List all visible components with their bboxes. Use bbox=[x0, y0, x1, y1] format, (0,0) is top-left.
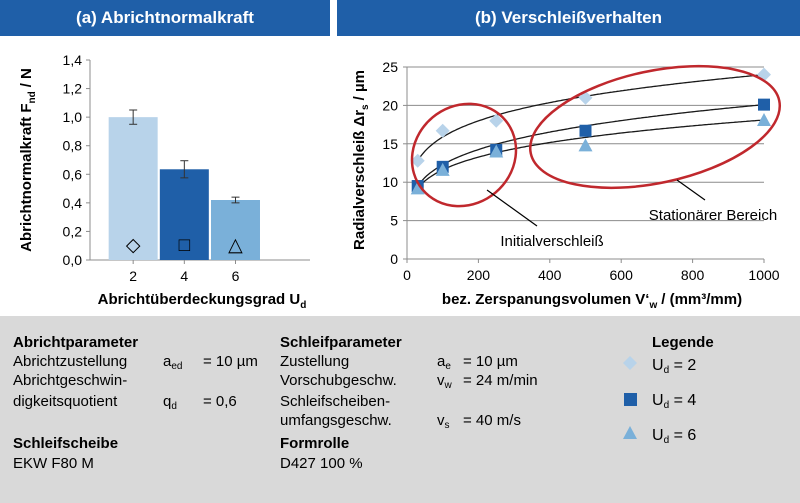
legend-heading: Legende bbox=[652, 334, 714, 351]
bar bbox=[210, 200, 260, 260]
x-tick-label: 200 bbox=[467, 267, 491, 283]
y-tick-label: 20 bbox=[382, 97, 398, 113]
abricht-row1-value: = 10 µm bbox=[203, 353, 258, 370]
y-tick-label: 0,4 bbox=[63, 195, 83, 211]
legend-item-1: Ud = 2 bbox=[652, 357, 697, 376]
legend-diamond-icon bbox=[623, 356, 637, 370]
initial-label-leader bbox=[486, 189, 538, 227]
x-axis-label: bez. Zerspanungsvolumen V‘w / (mm³/mm) bbox=[442, 291, 742, 311]
schleif-row3-label: Schleifscheiben- bbox=[280, 393, 391, 410]
bar bbox=[108, 117, 158, 261]
y-tick-label: 1,2 bbox=[63, 81, 83, 97]
x-tick-label: 0 bbox=[403, 267, 411, 283]
bar-marker-icon: ◇ bbox=[126, 235, 141, 256]
data-point-square bbox=[579, 124, 592, 137]
y-tick-label: 0,0 bbox=[63, 252, 83, 268]
chart-a-title: (a) Abrichtnormalkraft bbox=[0, 0, 330, 36]
abricht-row3-symbol: qd bbox=[163, 393, 177, 412]
y-tick-label: 5 bbox=[390, 213, 398, 229]
y-tick-label: 10 bbox=[382, 174, 398, 190]
schleifscheibe-heading: Schleifscheibe bbox=[13, 435, 119, 452]
y-axis-label: Abrichtnormalkraft Fnd/ N bbox=[18, 68, 38, 252]
y-tick-label: 1,0 bbox=[63, 109, 83, 125]
bar-marker-icon: △ bbox=[228, 235, 243, 256]
x-tick-label: 2 bbox=[129, 268, 137, 284]
data-point-diamond bbox=[410, 153, 425, 168]
x-tick-label: 600 bbox=[610, 267, 634, 283]
abricht-row1-symbol: aed bbox=[163, 353, 183, 372]
bar-marker-icon: □ bbox=[179, 235, 191, 256]
abricht-row3-label: digkeitsquotient bbox=[13, 393, 118, 410]
x-tick-label: 800 bbox=[681, 267, 705, 283]
data-point-triangle bbox=[757, 112, 771, 126]
x-tick-label: 6 bbox=[232, 268, 240, 284]
data-point-triangle bbox=[578, 138, 593, 152]
y-tick-label: 1,4 bbox=[63, 52, 83, 68]
legend-item-3: Ud = 6 bbox=[652, 427, 697, 446]
data-point-diamond bbox=[489, 113, 504, 128]
y-tick-label: 0,2 bbox=[63, 223, 83, 239]
stationary-region-label: Stationärer Bereich bbox=[649, 207, 777, 224]
stationary-label-leader bbox=[676, 179, 706, 201]
scatter-chart: Radialverschleiß Δrs/ µm bez. Zerspanung… bbox=[351, 59, 782, 311]
schleif-row1-symbol: ae bbox=[437, 353, 451, 372]
trend-line bbox=[417, 103, 765, 187]
schleif-row4-value: = 40 m/s bbox=[463, 412, 521, 429]
schleif-row1-label: Zustellung bbox=[280, 353, 350, 370]
data-point-square bbox=[758, 98, 770, 111]
schleif-row2-value: = 24 m/min bbox=[463, 372, 538, 389]
formrolle-value: D427 100 % bbox=[280, 455, 363, 472]
schleif-row1-value: = 10 µm bbox=[463, 353, 518, 370]
initial-region-ellipse bbox=[410, 102, 518, 208]
x-tick-label: 400 bbox=[538, 267, 562, 283]
data-point-triangle bbox=[410, 181, 425, 195]
schleifscheibe-value: EKW F80 M bbox=[13, 455, 94, 472]
y-tick-label: 15 bbox=[382, 136, 398, 152]
abricht-row3-value: = 0,6 bbox=[203, 393, 237, 410]
schleif-heading: Schleifparameter bbox=[280, 334, 402, 351]
schleif-row4-symbol: vs bbox=[437, 412, 450, 431]
schleif-row2-label: Vorschubgeschw. bbox=[280, 372, 397, 389]
legend bbox=[623, 356, 637, 439]
bar-chart: Abrichtnormalkraft Fnd/ N Abrichtüberdec… bbox=[18, 52, 310, 311]
y-tick-label: 0,6 bbox=[63, 166, 83, 182]
y-axis-label: Radialverschleiß Δrs/ µm bbox=[351, 70, 371, 250]
data-point-triangle bbox=[435, 162, 450, 176]
initial-wear-label: Initialverschleiß bbox=[500, 233, 603, 250]
y-tick-label: 0,8 bbox=[63, 138, 83, 154]
schleif-row4-label: umfangsgeschw. bbox=[280, 412, 392, 429]
formrolle-heading: Formrolle bbox=[280, 435, 350, 452]
bar bbox=[159, 169, 209, 260]
legend-triangle-icon bbox=[623, 426, 637, 439]
y-tick-label: 0 bbox=[390, 251, 398, 267]
x-tick-label: 1000 bbox=[748, 267, 779, 283]
y-tick-label: 25 bbox=[382, 59, 398, 75]
trend-line bbox=[417, 74, 765, 162]
schleif-row2-symbol: vw bbox=[437, 372, 452, 391]
data-point-triangle bbox=[489, 144, 504, 158]
x-axis-label: Abrichtüberdeckungsgrad Ud bbox=[98, 291, 307, 311]
legend-item-2: Ud = 4 bbox=[652, 392, 697, 411]
legend-square-icon bbox=[624, 393, 637, 406]
data-point-diamond bbox=[435, 123, 450, 138]
abricht-row2-label: Abrichtgeschwin- bbox=[13, 372, 128, 389]
x-tick-label: 4 bbox=[180, 268, 188, 284]
stationary-region-ellipse bbox=[528, 64, 782, 190]
abricht-row1-label: Abrichtzustellung bbox=[13, 353, 128, 370]
abricht-heading: Abrichtparameter bbox=[13, 334, 139, 351]
chart-b-title: (b) Verschleißverhalten bbox=[337, 0, 800, 36]
parameter-panel: Abrichtparameter Abrichtzustellung aed =… bbox=[0, 316, 800, 503]
